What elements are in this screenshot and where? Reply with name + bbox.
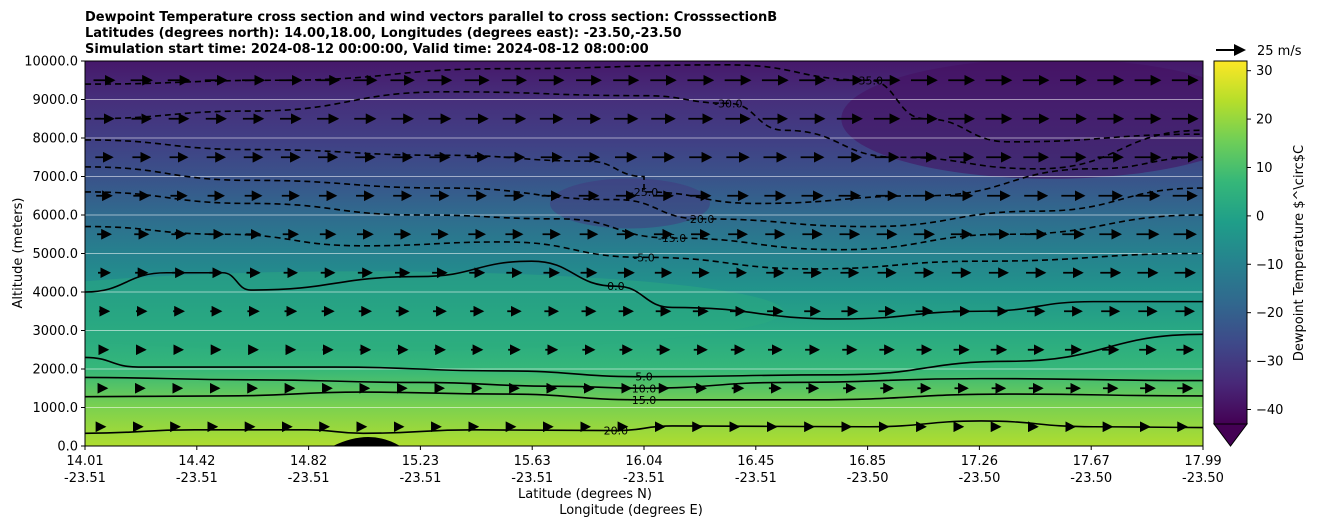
x-tick-label-lon: -23.50 bbox=[1070, 471, 1112, 486]
contour-label--35: -35.0 bbox=[854, 74, 882, 87]
x-tick-label-lat: 16.45 bbox=[737, 454, 774, 469]
terrain-shape bbox=[333, 437, 400, 446]
y-tick-label: 1000.0 bbox=[33, 401, 79, 416]
chart-title-line-3: Simulation start time: 2024-08-12 00:00:… bbox=[85, 42, 649, 57]
chart-title-line-2: Latitudes (degrees north): 14.00,18.00, … bbox=[85, 26, 682, 41]
x-tick-label-lon: -23.51 bbox=[176, 471, 218, 486]
contour--35 bbox=[85, 64, 1203, 143]
contour-10 bbox=[85, 376, 1203, 390]
quiver-key: 25 m/s bbox=[1216, 44, 1302, 59]
colorbar-ticks: −40 −30 −20 −10 0 10 20 30 bbox=[1247, 64, 1283, 418]
x-tick-label-lat: 14.01 bbox=[66, 454, 103, 469]
contour-label--15: -15.0 bbox=[658, 232, 686, 245]
contour-label-0: 0.0 bbox=[607, 280, 625, 293]
colorbar: −40 −30 −20 −10 0 10 20 30 Dewpoint Temperature… bbox=[1213, 60, 1307, 447]
x-tick-label-lon: -23.50 bbox=[1182, 471, 1224, 486]
contour--5 bbox=[85, 225, 1203, 270]
contour--25 bbox=[85, 139, 1203, 205]
x-axis: 14.01 -23.51 14.42 -23.51 14.82 -23.51 15.23 -2… bbox=[64, 446, 1224, 486]
x-tick-label-lon: -23.51 bbox=[511, 471, 553, 486]
y-tick-label: 4000.0 bbox=[33, 286, 79, 301]
contour-5 bbox=[85, 333, 1203, 378]
colorbar-tick-label: −20 bbox=[1256, 306, 1283, 321]
contour-label--20: -20.0 bbox=[686, 213, 714, 226]
y-tick-label: 5000.0 bbox=[33, 247, 79, 262]
contour-label-15: 15.0 bbox=[632, 394, 657, 407]
y-tick-label: 7000.0 bbox=[33, 170, 79, 185]
plot-area: 20.0 15.010.05.0 0.0 -5.0 -15.0-20.0 -25.0 -30… bbox=[84, 60, 1204, 447]
x-tick-label-lon: -23.51 bbox=[288, 471, 330, 486]
y-tick-label: 8000.0 bbox=[33, 132, 79, 147]
contour--15 bbox=[85, 191, 1203, 251]
contour-15 bbox=[85, 391, 1203, 401]
x-tick-label-lat: 17.99 bbox=[1184, 454, 1221, 469]
colorbar-tick-label: −40 bbox=[1256, 403, 1283, 418]
x-tick-label-lon: -23.51 bbox=[735, 471, 777, 486]
contour-label--30: -30.0 bbox=[714, 97, 742, 110]
x-tick-label-lat: 16.85 bbox=[849, 454, 886, 469]
colorbar-extend-min bbox=[1213, 423, 1248, 447]
x-tick-label-lon: -23.51 bbox=[64, 471, 106, 486]
colorbar-tick-label: 10 bbox=[1256, 161, 1273, 176]
contour-0 bbox=[85, 260, 1203, 320]
x-tick-label-lon: -23.51 bbox=[399, 471, 441, 486]
horizontal-gridlines bbox=[85, 99, 1203, 408]
contour-lines: 20.0 15.010.05.0 0.0 -5.0 -15.0-20.0 -25.0 -30… bbox=[85, 64, 1203, 438]
colorbar-tick-label: 30 bbox=[1256, 64, 1273, 79]
x-tick-label-lat: 15.63 bbox=[514, 454, 551, 469]
x-tick-label-lat: 14.42 bbox=[178, 454, 215, 469]
colorbar-tick-label: −10 bbox=[1256, 258, 1283, 273]
contour-label-5: 5.0 bbox=[635, 371, 653, 384]
colorbar-tick-label: 20 bbox=[1256, 113, 1273, 128]
y-axis-label: Altitude (meters) bbox=[11, 198, 26, 309]
x-tick-label-lat: 17.26 bbox=[961, 454, 998, 469]
x-tick-label-lat: 16.04 bbox=[625, 454, 662, 469]
contour-20 bbox=[85, 420, 1203, 435]
contour--30 bbox=[85, 90, 1203, 170]
y-tick-label: 10000.0 bbox=[24, 55, 78, 70]
x-tick-label-lon: -23.50 bbox=[847, 471, 889, 486]
cold-pocket-shade bbox=[841, 61, 1203, 179]
contour-label-10: 10.0 bbox=[632, 382, 657, 395]
x-tick-label-lon: -23.50 bbox=[958, 471, 1000, 486]
contour-label-20: 20.0 bbox=[604, 425, 629, 438]
quiver-key-label: 25 m/s bbox=[1257, 44, 1302, 59]
colorbar-gradient bbox=[1213, 60, 1248, 425]
colorbar-tick-label: −30 bbox=[1256, 355, 1283, 370]
contour-label--5: -5.0 bbox=[633, 251, 654, 264]
x-tick-label-lat: 15.23 bbox=[402, 454, 439, 469]
x-axis-label-longitude: Longitude (degrees E) bbox=[559, 503, 703, 518]
chart-title-line-1: Dewpoint Temperature cross section and w… bbox=[85, 10, 777, 25]
y-tick-label: 0.0 bbox=[57, 440, 78, 455]
x-tick-label-lat: 17.67 bbox=[1073, 454, 1110, 469]
contour--20 bbox=[85, 166, 1203, 228]
y-tick-label: 3000.0 bbox=[33, 324, 79, 339]
colorbar-label: Dewpoint Temperature $^\circ$C bbox=[1292, 145, 1307, 361]
y-tick-label: 9000.0 bbox=[33, 93, 79, 108]
y-tick-label: 6000.0 bbox=[33, 209, 79, 224]
x-tick-label-lon: -23.51 bbox=[623, 471, 665, 486]
y-tick-label: 2000.0 bbox=[33, 363, 79, 378]
x-tick-label-lat: 14.82 bbox=[290, 454, 327, 469]
colorbar-tick-label: 0 bbox=[1256, 209, 1264, 224]
y-axis: 0.0 1000.0 2000.0 3000.0 4000.0 5000.0 6000.0 7… bbox=[24, 55, 85, 455]
x-axis-label-latitude: Latitude (degrees N) bbox=[518, 487, 652, 502]
contour-label--25: -25.0 bbox=[630, 186, 658, 199]
